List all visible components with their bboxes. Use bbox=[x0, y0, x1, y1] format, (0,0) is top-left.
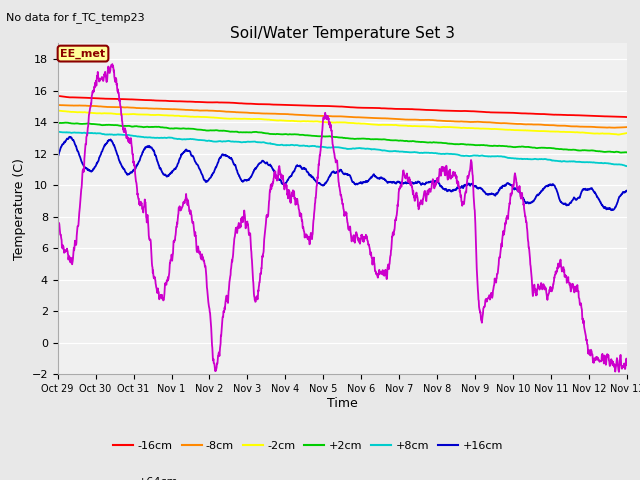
+64cm bbox=[316, 152, 324, 158]
-2cm bbox=[502, 127, 510, 132]
+64cm bbox=[54, 216, 61, 222]
+16cm bbox=[502, 181, 510, 187]
+8cm bbox=[54, 129, 61, 134]
+8cm bbox=[54, 129, 61, 134]
+16cm bbox=[607, 206, 614, 212]
-8cm bbox=[316, 113, 323, 119]
+64cm bbox=[607, 359, 614, 365]
-2cm bbox=[607, 131, 614, 137]
+16cm bbox=[83, 166, 91, 171]
-16cm bbox=[54, 93, 61, 99]
-16cm bbox=[502, 110, 510, 116]
+16cm bbox=[607, 207, 615, 213]
+16cm bbox=[331, 170, 339, 176]
-16cm bbox=[607, 114, 614, 120]
+64cm bbox=[331, 155, 339, 161]
-2cm bbox=[615, 132, 623, 137]
+8cm bbox=[607, 161, 615, 167]
+16cm bbox=[316, 180, 324, 186]
-2cm bbox=[607, 131, 614, 137]
+8cm bbox=[502, 155, 510, 160]
X-axis label: Time: Time bbox=[327, 397, 358, 410]
-8cm bbox=[607, 125, 614, 131]
+64cm bbox=[623, 362, 631, 368]
+16cm bbox=[54, 155, 61, 161]
-16cm bbox=[607, 114, 614, 120]
-2cm bbox=[623, 130, 631, 136]
+2cm bbox=[54, 120, 61, 126]
-2cm bbox=[331, 120, 339, 125]
+8cm bbox=[607, 161, 614, 167]
-8cm bbox=[607, 125, 614, 131]
-2cm bbox=[316, 119, 323, 125]
-16cm bbox=[331, 103, 339, 109]
+8cm bbox=[331, 144, 339, 150]
+8cm bbox=[623, 163, 631, 169]
-16cm bbox=[83, 95, 90, 101]
-8cm bbox=[54, 102, 61, 108]
+64cm bbox=[607, 357, 615, 363]
Text: EE_met: EE_met bbox=[60, 48, 106, 59]
-8cm bbox=[502, 120, 510, 126]
+2cm bbox=[607, 149, 614, 155]
+64cm bbox=[83, 133, 90, 139]
+16cm bbox=[607, 207, 615, 213]
+8cm bbox=[83, 130, 91, 136]
Line: -16cm: -16cm bbox=[58, 96, 627, 117]
Legend: +64cm: +64cm bbox=[109, 473, 182, 480]
+64cm bbox=[502, 215, 510, 221]
Y-axis label: Temperature (C): Temperature (C) bbox=[13, 158, 26, 260]
+2cm bbox=[617, 150, 625, 156]
+2cm bbox=[607, 149, 615, 155]
Line: +2cm: +2cm bbox=[58, 122, 627, 153]
Line: -2cm: -2cm bbox=[58, 110, 627, 134]
+8cm bbox=[316, 144, 324, 150]
+2cm bbox=[502, 143, 510, 149]
-8cm bbox=[623, 124, 631, 130]
+2cm bbox=[623, 149, 631, 155]
-2cm bbox=[83, 109, 90, 115]
+2cm bbox=[316, 133, 324, 139]
+64cm bbox=[108, 61, 116, 67]
-8cm bbox=[83, 103, 90, 108]
+16cm bbox=[623, 188, 631, 193]
-8cm bbox=[611, 125, 618, 131]
+2cm bbox=[83, 120, 91, 126]
Line: -8cm: -8cm bbox=[58, 105, 627, 128]
Line: +16cm: +16cm bbox=[58, 137, 627, 210]
Line: +64cm: +64cm bbox=[58, 64, 627, 372]
-16cm bbox=[623, 114, 631, 120]
Title: Soil/Water Temperature Set 3: Soil/Water Temperature Set 3 bbox=[230, 25, 455, 41]
+2cm bbox=[331, 134, 339, 140]
+16cm bbox=[66, 134, 74, 140]
Text: No data for f_TC_temp23: No data for f_TC_temp23 bbox=[6, 12, 145, 23]
+64cm bbox=[615, 369, 623, 375]
-2cm bbox=[54, 108, 61, 113]
-16cm bbox=[316, 103, 323, 109]
+2cm bbox=[62, 120, 70, 125]
Line: +8cm: +8cm bbox=[58, 132, 627, 166]
-8cm bbox=[331, 113, 339, 119]
